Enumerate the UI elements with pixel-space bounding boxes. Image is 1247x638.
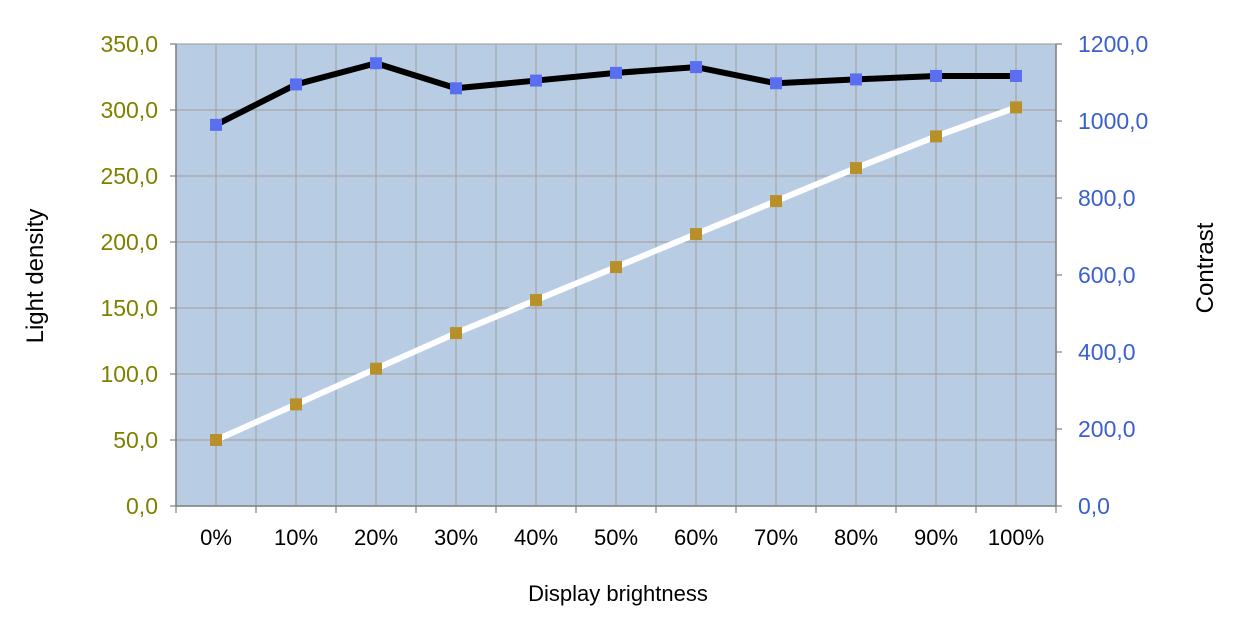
contrast-data-point xyxy=(210,118,222,131)
left-y-tick-label: 350,0 xyxy=(100,31,158,57)
x-tick-label: 30% xyxy=(434,525,478,550)
x-axis-title: Display brightness xyxy=(528,581,708,606)
right-y-tick-label: 0,0 xyxy=(1078,493,1110,519)
light-density-data-point xyxy=(770,195,782,208)
x-tick-label: 10% xyxy=(274,525,318,550)
left-y-axis-title: Light density xyxy=(22,209,49,344)
left-y-tick-label: 100,0 xyxy=(100,361,158,387)
right-y-tick-label: 800,0 xyxy=(1078,185,1136,211)
left-y-tick-label: 0,0 xyxy=(126,493,158,519)
right-y-tick-label: 600,0 xyxy=(1078,262,1136,288)
right-y-tick-label: 400,0 xyxy=(1078,339,1136,365)
right-y-axis-title: Contrast xyxy=(1192,222,1219,313)
right-y-tick-label: 1200,0 xyxy=(1078,31,1148,57)
x-tick-label: 40% xyxy=(514,525,558,550)
x-tick-label: 0% xyxy=(200,525,232,550)
contrast-data-point xyxy=(370,57,382,70)
light-density-data-point xyxy=(210,434,222,446)
contrast-data-point xyxy=(770,77,782,90)
light-density-data-point xyxy=(530,294,542,307)
right-y-tick-label: 200,0 xyxy=(1078,416,1136,442)
x-tick-label: 80% xyxy=(834,525,878,550)
contrast-data-point xyxy=(930,69,942,82)
x-tick-label: 70% xyxy=(754,525,798,550)
x-tick-label: 90% xyxy=(914,525,958,550)
contrast-data-point xyxy=(610,66,622,79)
left-y-tick-label: 150,0 xyxy=(100,295,158,321)
light-density-data-point xyxy=(1010,101,1022,114)
left-y-tick-label: 200,0 xyxy=(100,229,158,255)
light-density-data-point xyxy=(370,362,382,375)
contrast-data-point xyxy=(850,73,862,86)
x-tick-label: 60% xyxy=(674,525,718,550)
light-density-data-point xyxy=(930,130,942,143)
light-density-data-point xyxy=(610,261,622,274)
light-density-data-point xyxy=(450,327,462,340)
contrast-data-point xyxy=(450,82,462,95)
light-density-data-point xyxy=(850,162,862,175)
light-density-data-point xyxy=(290,398,302,411)
light-density-data-point xyxy=(690,228,702,241)
contrast-data-point xyxy=(690,61,702,74)
left-y-tick-label: 250,0 xyxy=(100,163,158,189)
contrast-data-point xyxy=(1010,69,1022,82)
left-y-tick-label: 50,0 xyxy=(113,427,158,453)
x-tick-label: 50% xyxy=(594,525,638,550)
series-layer xyxy=(210,57,1022,446)
contrast-data-point xyxy=(530,74,542,87)
grid-lines xyxy=(175,43,1057,507)
axes: 0% 10% 20% 30% 40% 50% 60% 70% 80% 90% 100% 0,0 50,0… xyxy=(100,31,1148,550)
x-tick-label: 20% xyxy=(354,525,398,550)
left-y-tick-label: 300,0 xyxy=(100,97,158,123)
x-tick-label: 100% xyxy=(988,525,1044,550)
right-y-tick-label: 1000,0 xyxy=(1078,108,1148,134)
contrast-data-point xyxy=(290,78,302,91)
